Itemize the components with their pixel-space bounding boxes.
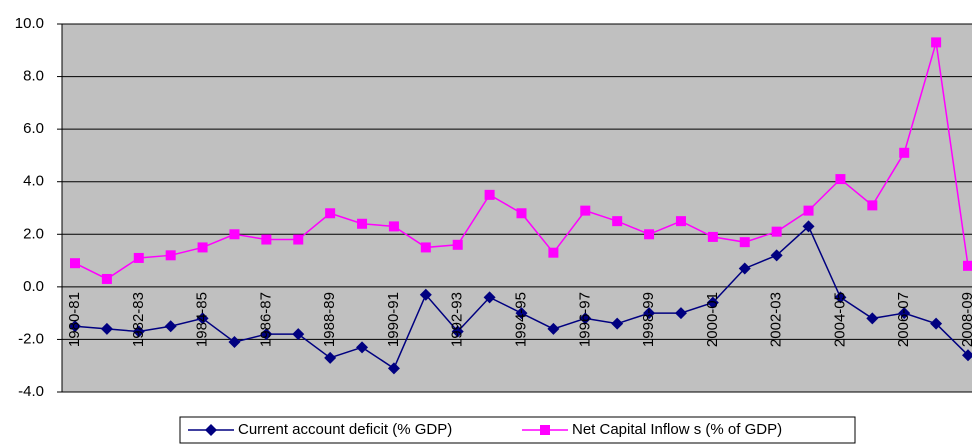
x-tick-label: 1982-83 bbox=[130, 292, 147, 347]
marker bbox=[644, 229, 655, 240]
marker bbox=[165, 250, 176, 261]
marker bbox=[324, 351, 337, 364]
y-tick-label: -4.0 bbox=[18, 383, 44, 400]
marker bbox=[899, 147, 910, 158]
marker bbox=[228, 336, 241, 349]
legend-label: Current account deficit (% GDP) bbox=[238, 421, 452, 438]
marker bbox=[484, 189, 495, 200]
x-tick-label: 2008-09 bbox=[959, 292, 972, 347]
marker bbox=[388, 221, 399, 232]
marker bbox=[706, 296, 719, 309]
marker bbox=[674, 307, 687, 320]
marker bbox=[962, 349, 972, 362]
marker bbox=[548, 247, 559, 258]
marker bbox=[643, 307, 656, 320]
marker bbox=[260, 328, 273, 341]
y-tick-label: 10.0 bbox=[15, 15, 44, 32]
legend-label: Net Capital Inflow s (% of GDP) bbox=[572, 421, 782, 438]
marker bbox=[387, 362, 400, 375]
y-tick-label: 0.0 bbox=[23, 278, 44, 295]
marker bbox=[452, 239, 463, 250]
marker bbox=[133, 252, 144, 263]
marker bbox=[229, 229, 240, 240]
marker bbox=[101, 273, 112, 284]
x-tick-label: 1980-81 bbox=[66, 292, 83, 347]
marker bbox=[931, 37, 942, 48]
marker bbox=[802, 220, 815, 233]
marker bbox=[420, 242, 431, 253]
x-tick-label: 2000-01 bbox=[704, 292, 721, 347]
marker bbox=[834, 291, 847, 304]
marker bbox=[547, 322, 560, 335]
x-tick-label: 1994-95 bbox=[512, 292, 529, 347]
marker bbox=[325, 208, 336, 219]
marker bbox=[292, 328, 305, 341]
y-tick-label: 8.0 bbox=[23, 68, 44, 85]
x-tick-label: 2006-07 bbox=[895, 292, 912, 347]
marker bbox=[738, 262, 751, 275]
x-tick-label: 1996-97 bbox=[576, 292, 593, 347]
x-tick-label: 1984-85 bbox=[194, 292, 211, 347]
marker bbox=[356, 341, 369, 354]
marker bbox=[515, 307, 528, 320]
x-tick-label: 1992-93 bbox=[449, 292, 466, 347]
marker bbox=[196, 312, 209, 325]
marker bbox=[707, 231, 718, 242]
marker bbox=[197, 242, 208, 253]
marker bbox=[803, 205, 814, 216]
marker bbox=[451, 325, 464, 338]
y-tick-label: 4.0 bbox=[23, 173, 44, 190]
marker bbox=[739, 237, 750, 248]
x-tick-label: 1990-91 bbox=[385, 292, 402, 347]
x-tick-label: 1986-87 bbox=[257, 292, 274, 347]
x-tick-label: 1998-99 bbox=[640, 292, 657, 347]
marker bbox=[580, 205, 591, 216]
y-tick-label: 2.0 bbox=[23, 225, 44, 242]
y-tick-label: -2.0 bbox=[18, 330, 44, 347]
marker bbox=[867, 200, 878, 211]
marker bbox=[770, 249, 783, 262]
marker bbox=[771, 226, 782, 237]
marker bbox=[69, 320, 81, 333]
x-tick-label: 1988-89 bbox=[321, 292, 338, 347]
marker bbox=[483, 291, 496, 304]
marker bbox=[164, 320, 177, 333]
legend-marker bbox=[205, 424, 217, 436]
marker bbox=[419, 288, 432, 301]
marker bbox=[866, 312, 879, 325]
marker bbox=[70, 258, 80, 269]
legend bbox=[179, 416, 856, 444]
marker bbox=[611, 317, 624, 330]
marker bbox=[930, 317, 943, 330]
marker bbox=[898, 307, 911, 320]
plot-area bbox=[62, 24, 972, 392]
marker bbox=[516, 208, 527, 219]
marker bbox=[612, 216, 623, 227]
y-tick-label: 6.0 bbox=[23, 120, 44, 137]
marker bbox=[132, 325, 145, 338]
marker bbox=[357, 218, 368, 229]
marker bbox=[963, 260, 972, 271]
marker bbox=[293, 234, 304, 245]
marker bbox=[100, 322, 113, 335]
legend-marker bbox=[540, 425, 550, 435]
marker bbox=[579, 312, 592, 325]
x-tick-label: 2002-03 bbox=[768, 292, 785, 347]
marker bbox=[835, 174, 846, 185]
x-tick-label: 2004-05 bbox=[831, 292, 848, 347]
marker bbox=[261, 234, 272, 245]
marker bbox=[675, 216, 686, 227]
